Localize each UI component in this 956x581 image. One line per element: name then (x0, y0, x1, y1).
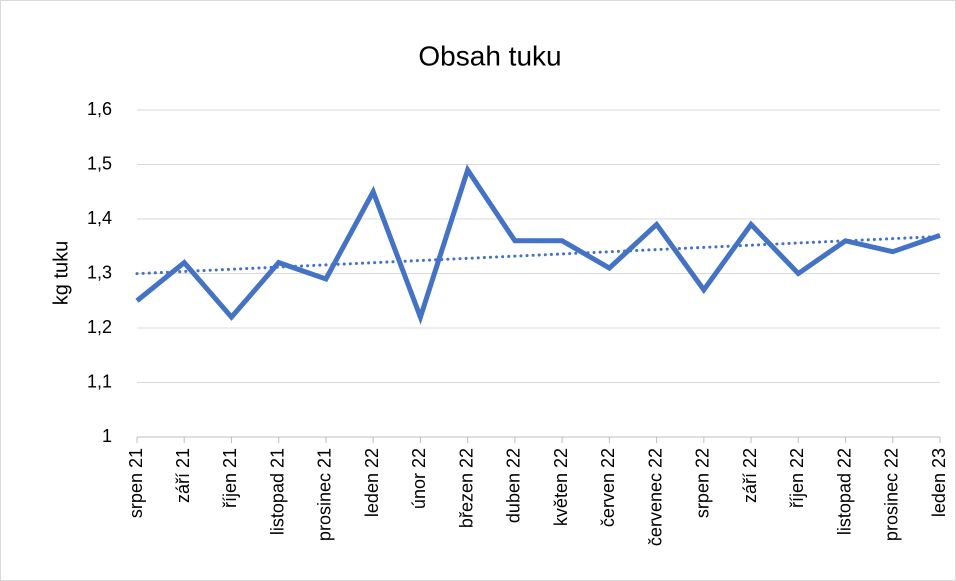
y-tick-label: 1,2 (87, 317, 112, 337)
x-tick-label: prosinec 22 (882, 448, 902, 541)
x-tick-label: červenec 22 (645, 448, 665, 546)
y-tick-label: 1,5 (87, 153, 112, 173)
y-tick-label: 1,1 (87, 371, 112, 391)
y-axis-label: kg tuku (50, 241, 72, 305)
y-tick-label: 1,4 (87, 208, 112, 228)
x-tick-label: listopad 22 (834, 448, 854, 535)
trendline (135, 234, 942, 276)
x-tick-label: říjen 21 (220, 448, 240, 508)
y-tick-label: 1 (102, 426, 112, 446)
x-tick-label: září 21 (173, 448, 193, 503)
y-tick-label: 1,3 (87, 262, 112, 282)
x-tick-label: srpen 21 (126, 448, 146, 518)
x-tick-label: listopad 21 (267, 448, 287, 535)
y-tick-label: 1,6 (87, 99, 112, 119)
x-tick-label: září 22 (740, 448, 760, 503)
x-tick-label: říjen 22 (787, 448, 807, 508)
x-tick-label: duben 22 (504, 448, 524, 523)
x-tick-label: prosinec 21 (315, 448, 335, 541)
x-tick-label: srpen 22 (693, 448, 713, 518)
data-line (135, 164, 941, 325)
x-tick-label: leden 23 (929, 448, 949, 517)
x-tick-label: leden 22 (362, 448, 382, 517)
x-tick-label: červen 22 (598, 448, 618, 527)
chart-title: Obsah tuku (418, 40, 561, 71)
x-tick-label: květen 22 (551, 448, 571, 526)
x-tick-label: březen 22 (456, 448, 476, 528)
x-tick-label: únor 22 (409, 448, 429, 509)
